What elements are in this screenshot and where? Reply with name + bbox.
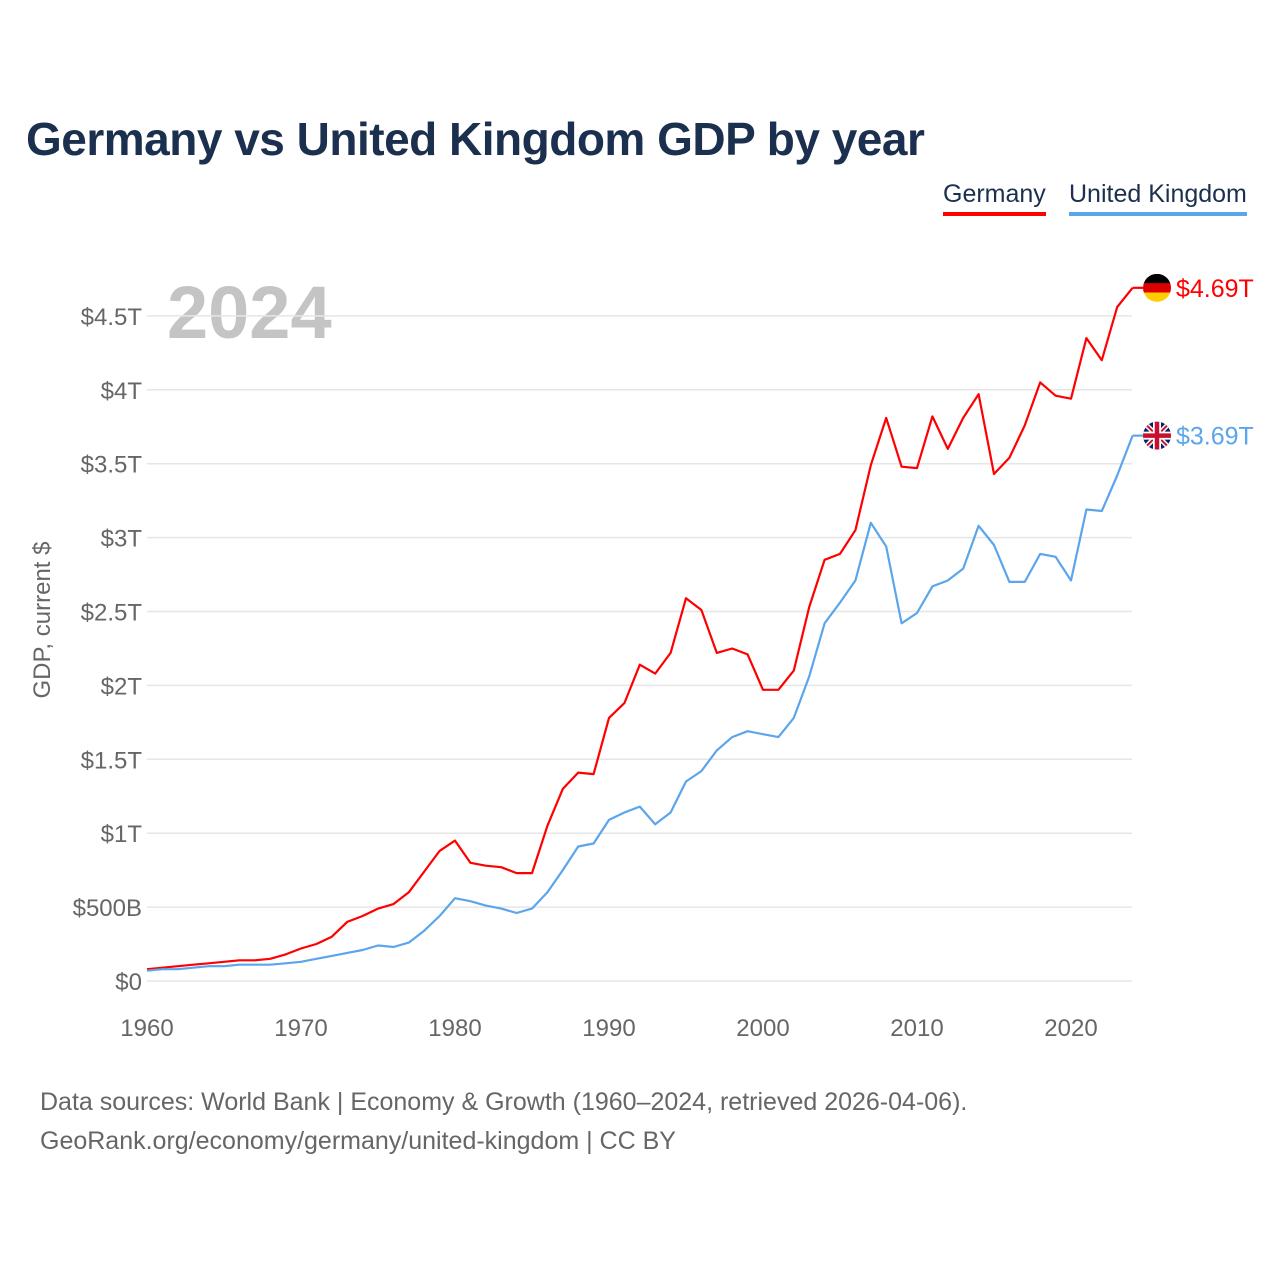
y-tick-label: $2.5T (81, 600, 143, 627)
y-tick-label: $1T (101, 821, 143, 848)
y-tick-label: $3.5T (81, 452, 143, 479)
source-link[interactable]: GeoRank.org/economy/germany/united-kingd… (40, 1127, 676, 1155)
x-tick-label: 2000 (736, 1015, 789, 1042)
y-axis-label: GDP, current $ (29, 542, 56, 699)
x-tick-label: 1960 (120, 1015, 173, 1042)
chart-title: Germany vs United Kingdom GDP by year (26, 113, 925, 165)
germany-flag-icon (1143, 273, 1171, 302)
legend-united-kingdom[interactable]: United Kingdom (1069, 180, 1247, 216)
y-tick-label: $3T (101, 526, 143, 553)
end-value-label: $4.69T (1176, 275, 1254, 303)
source-note: Data sources: World Bank | Economy & Gro… (40, 1083, 967, 1161)
x-tick-label: 2010 (890, 1015, 943, 1042)
y-tick-label: $2T (101, 673, 143, 700)
series-line-united-kingdom (146, 435, 1134, 972)
end-value-label: $3.69T (1176, 423, 1254, 451)
y-tick-label: $500B (73, 895, 142, 922)
y-tick-label: $0 (115, 969, 142, 996)
x-tick-label: 1990 (582, 1015, 635, 1042)
y-tick-label: $1.5T (81, 747, 143, 774)
legend-germany[interactable]: Germany (943, 180, 1046, 216)
uk-flag-icon (1143, 421, 1171, 450)
year-watermark: 2024 (167, 271, 332, 354)
y-tick-label: $4T (101, 378, 143, 405)
x-tick-label: 2020 (1044, 1015, 1097, 1042)
y-tick-label: $4.5T (81, 304, 143, 331)
series-line-germany (146, 287, 1134, 971)
x-tick-label: 1970 (274, 1015, 327, 1042)
source-line-1: Data sources: World Bank | Economy & Gro… (40, 1088, 968, 1116)
x-tick-label: 1980 (428, 1015, 481, 1042)
